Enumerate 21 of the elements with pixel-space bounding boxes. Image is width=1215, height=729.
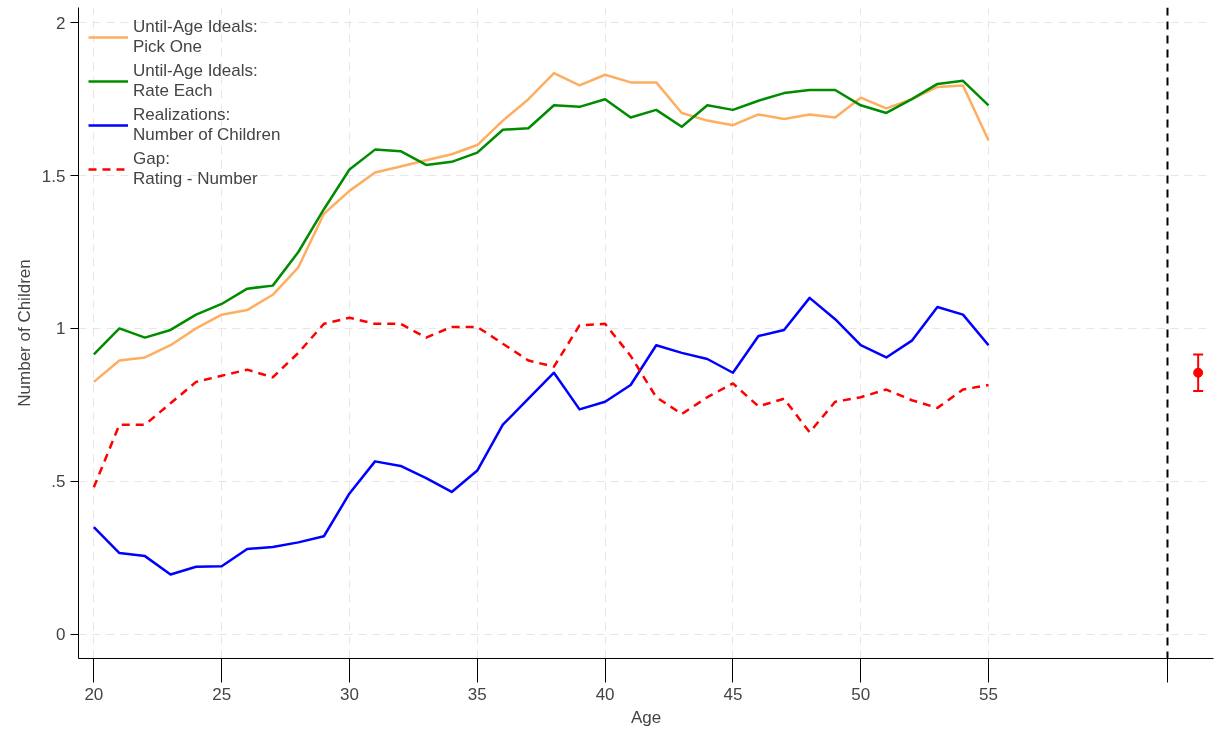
y-tick-label: 2 <box>56 13 66 33</box>
legend-label: Realizations: Number of Children <box>133 105 281 145</box>
y-tick-label: 1 <box>56 319 66 339</box>
x-tick-label: 55 <box>979 684 999 704</box>
line-series <box>92 296 990 576</box>
x-tick-label: 20 <box>84 684 104 704</box>
y-tick-label: .5 <box>51 472 66 492</box>
x-tick-label: 40 <box>595 684 615 704</box>
x-tick-label: 45 <box>723 684 743 704</box>
legend-label: Gap: Rating - Number <box>133 149 258 189</box>
y-tick-label: 1.5 <box>41 166 66 186</box>
x-axis-title: Age <box>630 707 662 727</box>
x-tick-label: 50 <box>851 684 871 704</box>
x-tick-label: 35 <box>467 684 487 704</box>
line-series <box>92 316 990 489</box>
x-tick-label: 30 <box>340 684 359 704</box>
y-tick-label: 0 <box>56 625 66 645</box>
legend-label: Until-Age Ideals: Rate Each <box>133 61 258 101</box>
y-axis-title: Number of Children <box>14 259 34 407</box>
x-tick-label: 25 <box>212 684 232 704</box>
legend-label: Until-Age Ideals: Pick One <box>133 17 258 57</box>
